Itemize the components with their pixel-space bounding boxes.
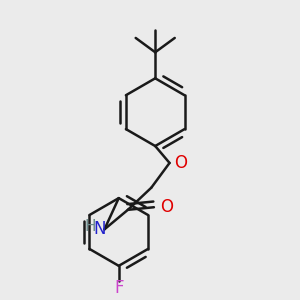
Text: H: H xyxy=(84,219,96,234)
Text: F: F xyxy=(114,279,124,297)
Text: N: N xyxy=(94,220,106,238)
Text: O: O xyxy=(174,154,187,172)
Text: O: O xyxy=(160,198,172,216)
